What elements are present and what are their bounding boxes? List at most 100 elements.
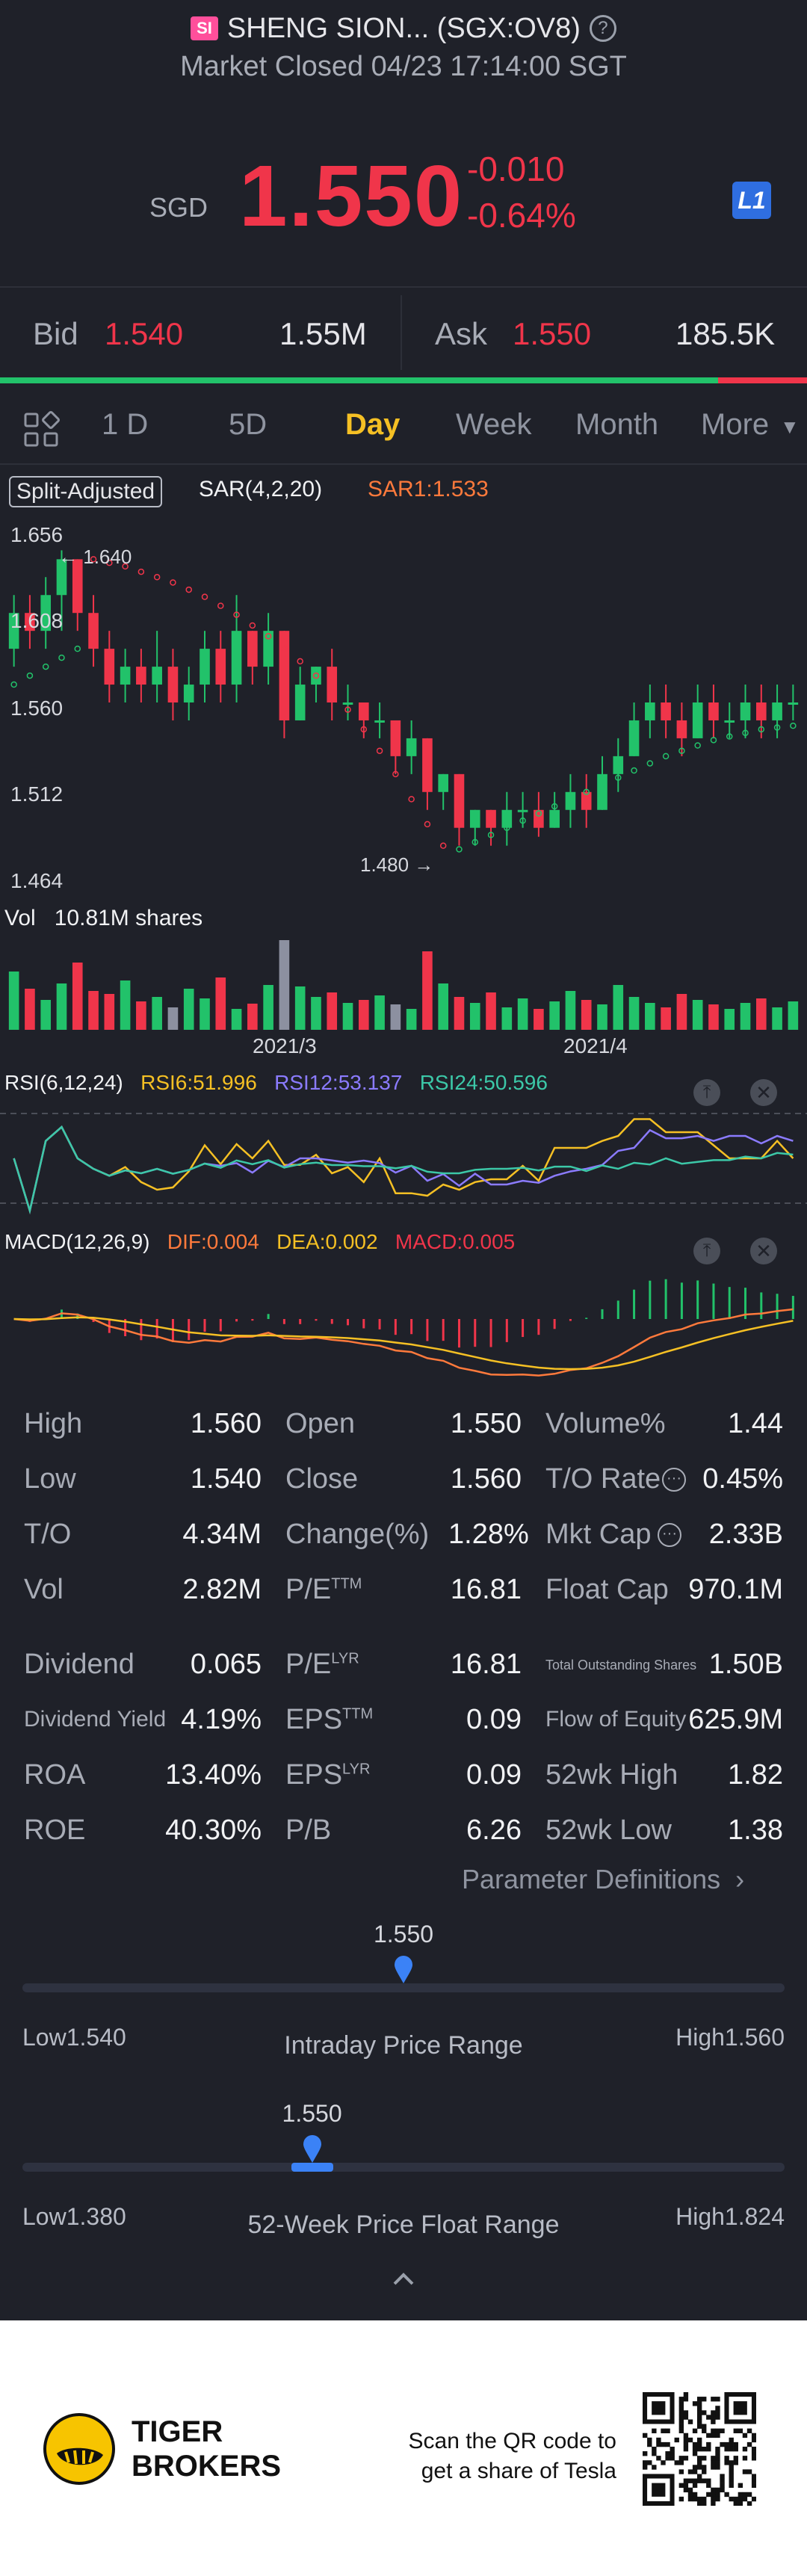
qr-module — [746, 2428, 752, 2434]
candle-body — [469, 809, 480, 828]
stat-label: P/ETTM — [285, 1574, 362, 1606]
stat-label: 52wk Low — [545, 1814, 672, 1846]
stat-label-text: EPS — [285, 1704, 343, 1735]
qr-module — [733, 2501, 738, 2506]
qr-module — [711, 2492, 716, 2498]
volume-bar — [454, 997, 465, 1030]
volume-bar — [72, 963, 83, 1030]
low-marker-value: 1.480 — [360, 853, 409, 876]
sar-point — [742, 729, 749, 736]
stock-title[interactable]: SHENG SION... (SGX:OV8) — [226, 12, 581, 44]
qr-module — [678, 2469, 684, 2474]
tab-5d[interactable]: 5D — [229, 408, 268, 441]
intraday-current-value: 1.550 — [373, 1921, 434, 1948]
divider — [0, 463, 807, 465]
volume-bar — [581, 1000, 592, 1030]
rsi-label: RSI(6,12,24) — [4, 1071, 123, 1094]
qr-module — [733, 2496, 738, 2502]
qr-module — [706, 2415, 711, 2420]
level-badge[interactable]: L1 — [732, 182, 771, 219]
qr-module — [729, 2496, 734, 2502]
split-adjusted-toggle[interactable]: Split-Adjusted — [9, 476, 163, 507]
dif-value: DIF:0.004 — [167, 1230, 259, 1253]
qr-module — [687, 2487, 693, 2493]
qr-module — [683, 2446, 689, 2452]
qr-module — [702, 2428, 707, 2434]
qr-module — [751, 2478, 756, 2483]
sar-point — [106, 559, 113, 566]
qr-module — [751, 2437, 756, 2443]
qr-module — [751, 2456, 756, 2461]
qr-module — [665, 2451, 670, 2456]
info-icon[interactable]: ··· — [662, 1468, 686, 1492]
qr-module — [696, 2410, 702, 2415]
qr-module — [647, 2460, 652, 2465]
location-pin-icon — [302, 2134, 323, 2164]
qr-module — [746, 2501, 752, 2506]
candle-body — [517, 809, 528, 812]
candlestick-chart[interactable] — [0, 516, 807, 904]
qr-module — [729, 2474, 734, 2479]
qr-module — [729, 2478, 734, 2483]
macd-chart[interactable] — [0, 1259, 807, 1386]
sar-point — [328, 688, 336, 695]
qr-module — [738, 2492, 743, 2498]
intraday-track — [22, 1983, 785, 1992]
qr-module — [751, 2496, 756, 2502]
chevron-down-icon[interactable]: ▼ — [780, 416, 800, 438]
stat-value: 13.40% — [165, 1759, 262, 1791]
pin-icon[interactable]: ⤒ — [693, 1079, 720, 1106]
qr-module — [715, 2415, 720, 2420]
qr-module — [711, 2410, 716, 2415]
sar-point — [153, 574, 161, 581]
qr-module — [696, 2496, 702, 2502]
help-icon[interactable]: ? — [589, 15, 616, 42]
volume-chart[interactable] — [0, 934, 807, 1031]
volume-bar — [406, 1009, 417, 1030]
tab-more[interactable]: More — [701, 408, 770, 441]
layout-grid-icon[interactable] — [22, 411, 60, 456]
stat-value: 1.38 — [728, 1814, 783, 1846]
pin-icon[interactable]: ⤒ — [693, 1238, 720, 1264]
location-pin-icon — [393, 1955, 414, 1985]
qr-module — [692, 2451, 698, 2456]
rsi-chart[interactable] — [0, 1099, 807, 1218]
brand-logo-text: TIGER BROKERS — [132, 2415, 281, 2483]
qr-module — [742, 2446, 748, 2452]
chevron-up-icon[interactable] — [389, 2267, 418, 2290]
tab-1d[interactable]: 1 D — [102, 408, 149, 441]
qr-module — [696, 2478, 702, 2483]
candle-body — [56, 559, 67, 596]
qr-module — [729, 2483, 734, 2488]
stat-label: EPSTTM — [285, 1704, 373, 1736]
qr-module — [683, 2441, 689, 2447]
candle-body — [422, 738, 433, 792]
parameter-definitions-link[interactable]: Parameter Definitions › — [462, 1864, 744, 1895]
stat-label-text: EPS — [285, 1759, 343, 1791]
qr-module — [683, 2456, 689, 2461]
close-icon[interactable]: ✕ — [750, 1079, 777, 1106]
sar-point — [90, 556, 97, 563]
week52-marker — [291, 2163, 333, 2172]
qr-module — [656, 2456, 661, 2461]
tab-day[interactable]: Day — [345, 408, 401, 441]
qr-module — [692, 2496, 698, 2502]
close-icon[interactable]: ✕ — [750, 1238, 777, 1264]
week52-high: High1.824 — [675, 2203, 785, 2230]
sar-point — [519, 817, 526, 824]
tab-week[interactable]: Week — [456, 408, 532, 441]
candle-body — [390, 720, 401, 756]
rsi-line — [13, 1125, 794, 1214]
sar-point — [122, 563, 129, 570]
macd-header: MACD(12,26,9) DIF:0.004 DEA:0.002 MACD:0… — [4, 1230, 515, 1254]
volume-bar — [661, 1007, 671, 1030]
tab-month[interactable]: Month — [575, 408, 659, 441]
candle-body — [120, 667, 131, 685]
qr-module — [678, 2415, 684, 2420]
sar-point — [615, 774, 622, 781]
sar-point — [58, 654, 65, 661]
qr-module — [678, 2428, 684, 2434]
qr-module — [687, 2492, 693, 2498]
qr-promo-text: Scan the QR code to get a share of Tesla — [404, 2427, 617, 2486]
info-icon[interactable]: ··· — [658, 1523, 681, 1547]
